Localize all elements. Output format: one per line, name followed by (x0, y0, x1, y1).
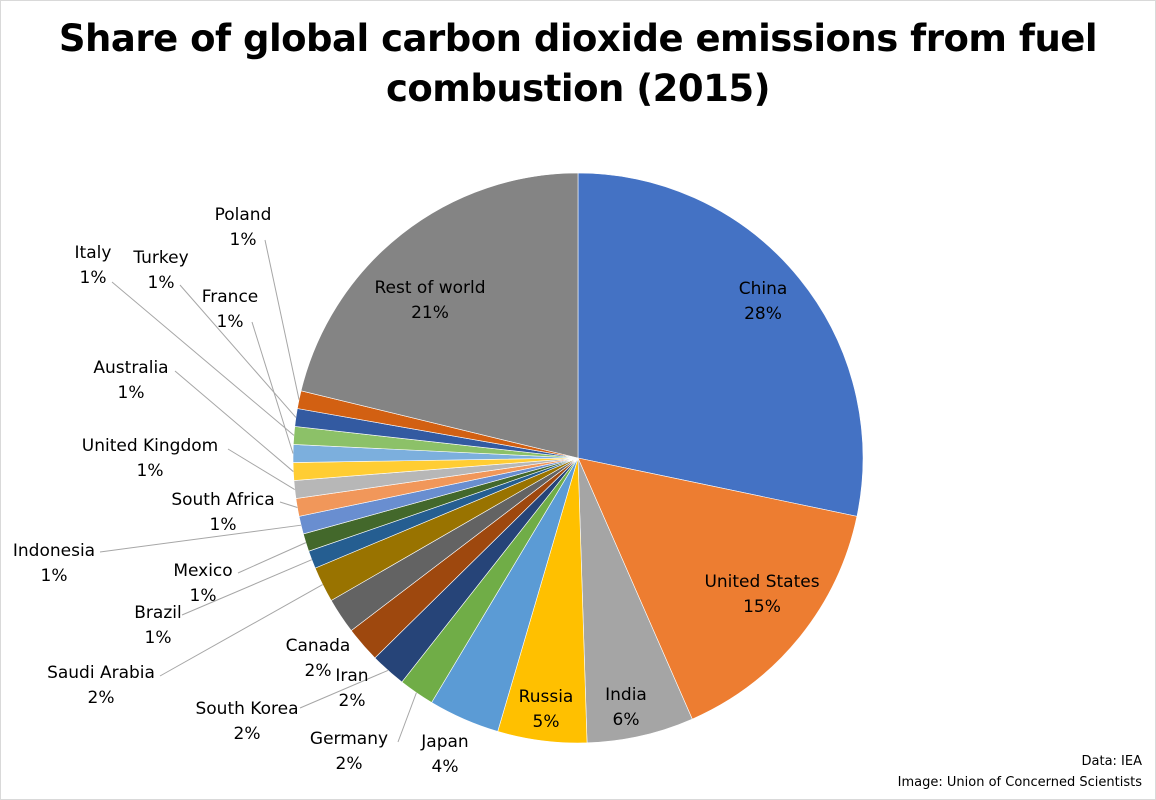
slice-value-label: 1% (137, 461, 164, 481)
slice-label: South Korea (195, 699, 298, 719)
slice-label: Turkey (132, 248, 188, 268)
slice-label: Mexico (173, 561, 232, 581)
slice-label: France (202, 287, 259, 307)
slice-value-label: 1% (148, 273, 175, 293)
slice-value-label: 6% (613, 710, 640, 730)
slice-value-label: 2% (336, 754, 363, 774)
slice-label: Japan (420, 732, 468, 752)
slice-label: Brazil (134, 603, 181, 623)
slice-label: Indonesia (13, 541, 95, 561)
slice-label: United Kingdom (82, 436, 218, 456)
slice-label: India (605, 685, 647, 705)
slice-value-label: 21% (411, 303, 449, 323)
slice-value-label: 2% (234, 724, 261, 744)
leader-line (299, 669, 389, 709)
leader-line (279, 501, 298, 508)
slice-value-label: 1% (145, 628, 172, 648)
slice-value-label: 1% (217, 312, 244, 332)
image-credit: Image: Union of Concerned Scientists (897, 775, 1142, 790)
slice-label: Iran (335, 666, 368, 686)
chart-title: Share of global carbon dioxide emissions… (58, 17, 1098, 110)
slice-value-label: 1% (41, 566, 68, 586)
leader-line (159, 584, 323, 677)
slice-value-label: 2% (305, 661, 332, 681)
slice-rest-of-world (300, 172, 579, 459)
leader-line (181, 559, 312, 616)
slice-label: Australia (93, 358, 168, 378)
slice-label: Rest of world (374, 278, 485, 298)
slice-value-label: 5% (533, 712, 560, 732)
leader-line (251, 321, 294, 454)
slice-label: Italy (75, 243, 112, 263)
slice-value-label: 2% (339, 691, 366, 711)
slice-value-label: 4% (432, 757, 459, 777)
slice-label: South Africa (171, 490, 274, 510)
data-source-credit: Data: IEA (1081, 754, 1143, 769)
slice-value-label: 1% (118, 383, 145, 403)
slice-label: Canada (286, 636, 351, 656)
slice-label: Saudi Arabia (47, 663, 155, 683)
slice-value-label: 28% (744, 304, 782, 324)
slice-value-label: 15% (743, 597, 781, 617)
leader-line (397, 692, 417, 743)
slice-label: Poland (215, 205, 272, 225)
slice-value-label: 2% (88, 688, 115, 708)
leader-line (179, 284, 297, 418)
slice-label: China (739, 279, 788, 299)
leader-line (99, 524, 302, 553)
slice-value-label: 1% (190, 586, 217, 606)
slice-value-label: 1% (230, 230, 257, 250)
leader-line (237, 542, 307, 574)
leader-line (264, 239, 300, 400)
slice-label: Russia (519, 687, 574, 707)
slice-china (577, 172, 864, 517)
slice-value-label: 1% (210, 515, 237, 535)
leader-line (227, 448, 296, 491)
leader-line (174, 370, 294, 472)
slice-value-label: 1% (80, 268, 107, 288)
slice-label: Germany (310, 729, 388, 749)
leader-line (111, 281, 295, 436)
slice-united-states (577, 457, 858, 720)
slice-label: United States (704, 572, 819, 592)
